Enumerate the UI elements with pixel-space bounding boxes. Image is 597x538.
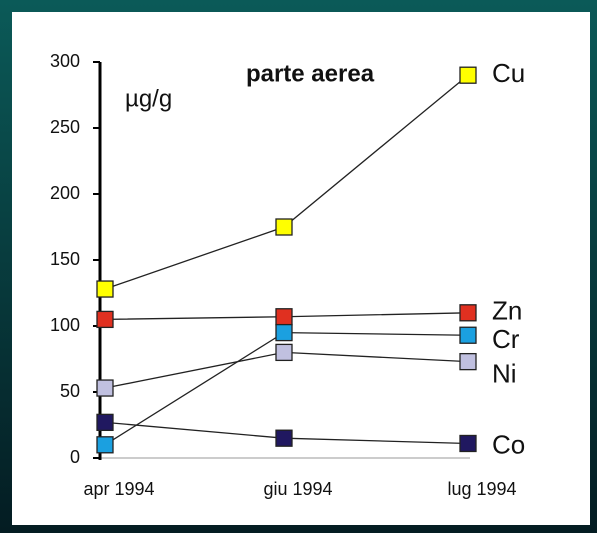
chart-title: parte aerea [246,60,375,87]
y-tick-label: 200 [50,183,80,203]
y-tick-label: 100 [50,315,80,335]
y-axis-unit: µg/g [125,85,172,112]
marker [275,218,293,236]
marker [459,434,477,453]
marker [275,343,293,362]
series-label: Cu [492,58,525,88]
marker [459,326,477,344]
series-label: Cr [492,324,520,354]
x-tick-label: apr 1994 [83,479,154,499]
marker [275,323,293,342]
marker [275,308,293,326]
marker [275,429,293,447]
marker [96,379,114,397]
plot: 0 50 100 150 200 250 300 apr 1994 giu 1994 lug 19… [50,51,525,499]
y-tick-label: 150 [50,249,80,269]
marker [96,413,114,432]
marker [459,304,477,322]
series-label: Ni [492,359,517,389]
x-tick-label: giu 1994 [263,479,332,499]
y-tick-label: 300 [50,51,80,71]
y-tick-label: 50 [60,381,80,401]
marker [459,352,477,371]
marker [459,66,477,84]
marker [96,310,114,329]
marker [96,436,114,454]
series-label: Zn [492,296,522,326]
y-tick-label: 250 [50,117,80,137]
marker [96,280,114,298]
series-label: Co [492,429,525,459]
y-tick-label: 0 [70,447,80,467]
x-tick-label: lug 1994 [447,479,516,499]
